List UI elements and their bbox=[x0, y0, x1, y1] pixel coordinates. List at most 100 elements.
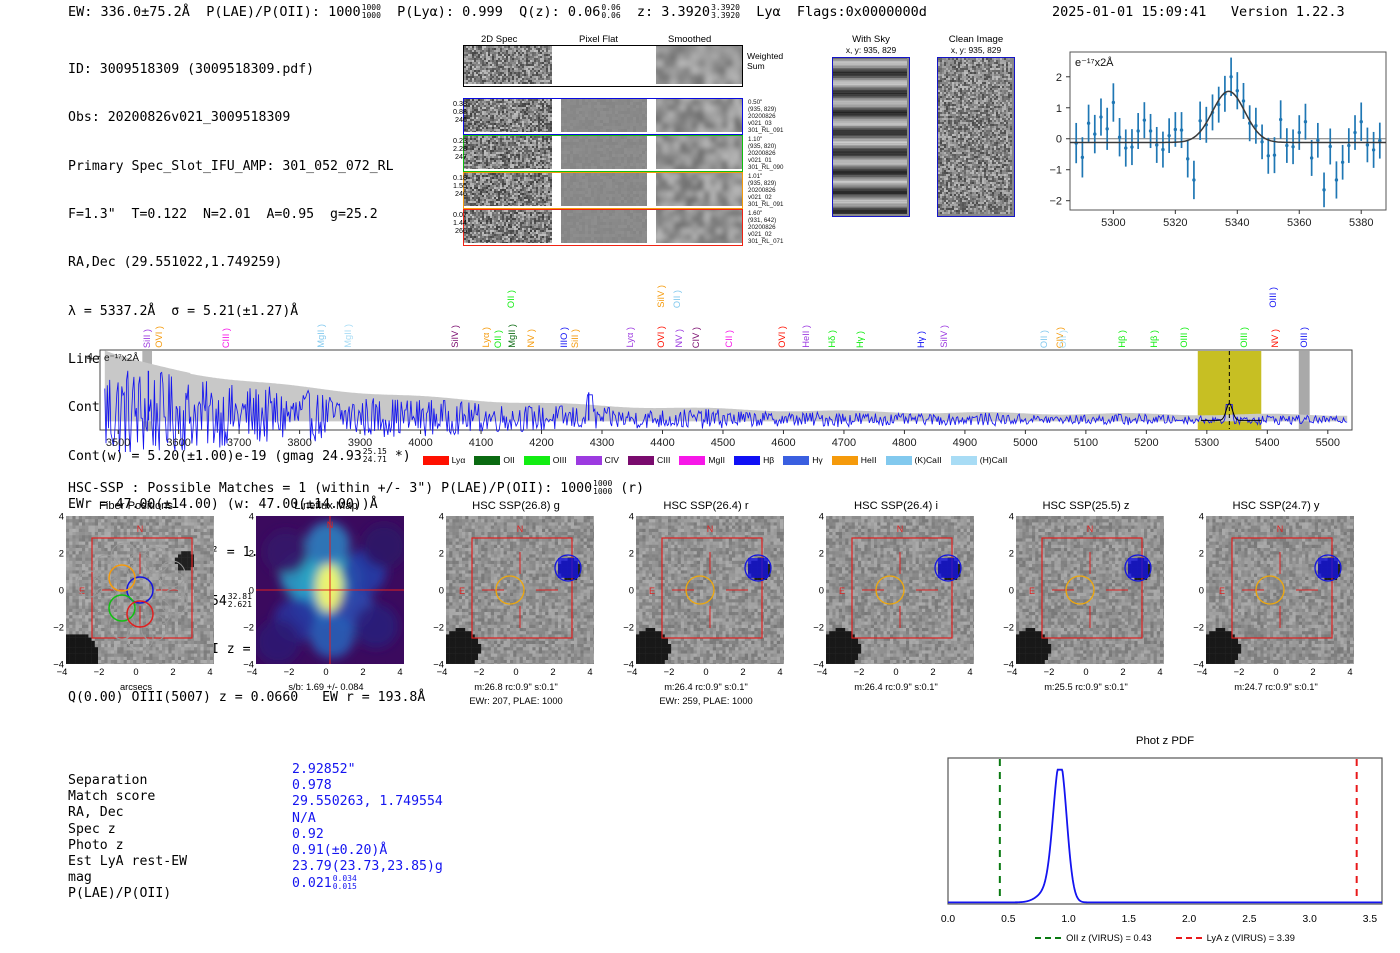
strip-gap bbox=[552, 99, 561, 134]
cutout-y-axis: −4 −2 0 2 4 bbox=[802, 511, 824, 670]
sky-panel-title: With Sky bbox=[825, 34, 917, 45]
legend-label: OIII bbox=[553, 455, 567, 465]
cutout-y-tick: −2 bbox=[243, 622, 254, 633]
match-detail-key: Match score bbox=[68, 789, 292, 805]
strip-gap bbox=[647, 173, 656, 208]
cutout-x-tick: 4 bbox=[1157, 666, 1162, 677]
cutout-y-tick: 4 bbox=[249, 511, 254, 522]
match-detail-value: 23.79(23.73,23.85)g bbox=[292, 859, 443, 875]
montage-title-2dspec: 2D Spec bbox=[481, 34, 517, 45]
header-z-range: 3.3920 3.3920 bbox=[711, 4, 740, 20]
match-detail-value: 0.021 0.034 0.015 bbox=[292, 875, 357, 892]
match-detail-value: 0.92 bbox=[292, 827, 324, 843]
fiber-stats-label: 0.18 1.55 246 bbox=[453, 173, 467, 199]
cutout-x-tick: 0 bbox=[323, 666, 328, 677]
phot-z-x-tick: 2.5 bbox=[1242, 914, 1256, 925]
cutout-y-axis: −4 −2 0 2 4 bbox=[992, 511, 1014, 670]
fiber-stats-label: 0.23 2.28 247 bbox=[453, 136, 467, 162]
cutout-y-tick: 4 bbox=[629, 511, 634, 522]
cutout-x-tick: −4 bbox=[1197, 666, 1208, 677]
legend-color-swatch bbox=[734, 455, 761, 465]
emission-line-label: OII ) bbox=[672, 290, 682, 308]
cutout-panel[interactable]: HSC SSP(26.4) r N E −4 −2 0 2 4 −4 −2 0 2 4 m:26.4 rc… bbox=[616, 500, 796, 732]
emission-line-label: Hγ ) bbox=[855, 331, 865, 348]
emission-line-label: HeII ) bbox=[801, 325, 811, 348]
legend-label: (H)CaII bbox=[980, 455, 1008, 465]
cutout-x-tick: 4 bbox=[1347, 666, 1352, 677]
match-detail-key: Photo z bbox=[68, 838, 292, 854]
timestamp: 2025-01-01 15:09:41 bbox=[1052, 4, 1206, 20]
spectrum-legend-item: OIII bbox=[523, 455, 567, 465]
cutout-x-tick: 4 bbox=[967, 666, 972, 677]
weighted-sum-pixelflat bbox=[552, 46, 656, 86]
cutout-panel[interactable]: Fiber Positions N E −4 −2 0 2 4 −4 −2 0 2 4 arcsecs bbox=[46, 500, 226, 732]
cutout-y-tick: 2 bbox=[629, 548, 634, 559]
cutout-panel[interactable]: HSC SSP(24.7) y N E −4 −2 0 2 4 −4 −2 0 2 4 m:24.7 rc… bbox=[1186, 500, 1366, 732]
legend-label: OII bbox=[503, 455, 514, 465]
sky-panel: Clean Image x, y: 935, 829 bbox=[930, 34, 1022, 217]
phot-z-title: Phot z PDF bbox=[934, 735, 1396, 752]
cutout-x-tick: −2 bbox=[284, 666, 295, 677]
match-detail-value: 0.978 bbox=[292, 778, 332, 794]
cutout-x-tick: 0 bbox=[513, 666, 518, 677]
cutout-x-tick: 4 bbox=[397, 666, 402, 677]
cutout-x-tick: 2 bbox=[360, 666, 365, 677]
emission-line-label: OVI ) bbox=[777, 326, 787, 348]
cutout-panel[interactable]: HSC SSP(26.8) g N E −4 −2 0 2 4 −4 −2 0 2 4 m:26.8 rc… bbox=[426, 500, 606, 732]
sky-panel-subtitle: x, y: 935, 829 bbox=[930, 45, 1022, 55]
cutout-x-tick: −2 bbox=[854, 666, 865, 677]
phot-z-plot-area bbox=[934, 752, 1396, 914]
cutout-x-tick: −4 bbox=[57, 666, 68, 677]
emission-line-label: NV ) bbox=[526, 329, 536, 348]
cutout-y-tick: 0 bbox=[1009, 585, 1014, 596]
cutout-x-tick: 0 bbox=[703, 666, 708, 677]
cutout-x-tick: −2 bbox=[664, 666, 675, 677]
emission-line-label: MgII ) bbox=[507, 324, 517, 348]
cutout-x-axis: −4 −2 0 2 4 bbox=[1197, 666, 1358, 680]
cutout-footer-line-1: arcsecs bbox=[46, 680, 226, 694]
fiber-pixelflat bbox=[561, 210, 648, 245]
fiber-smoothed bbox=[650, 204, 758, 258]
sky-clean-panels: With Sky x, y: 935, 829 Clean Image x, y: 9… bbox=[820, 34, 1020, 254]
match-detail-key: Est LyA rest-EW bbox=[68, 854, 292, 870]
cutout-image[interactable]: N bbox=[256, 516, 404, 664]
cutout-panel[interactable]: HSC SSP(25.5) z N E −4 −2 0 2 4 −4 −2 0 2 4 m:25.5 rc… bbox=[996, 500, 1176, 732]
strip-gap bbox=[647, 210, 656, 245]
header-plae-range: 1000 1000 bbox=[362, 4, 381, 20]
cutout-footer-line-2: EWr: 259, PLAE: 1000 bbox=[616, 694, 796, 708]
fiber-2dspec bbox=[464, 173, 552, 208]
legend-color-swatch bbox=[523, 455, 550, 465]
info-q-line: Q(0.00) OIII(5007) z = 0.0660 EW r = 193… bbox=[68, 690, 425, 706]
header-plae: P(LAE)/P(OII): 1000 bbox=[206, 4, 360, 20]
cutout-panel[interactable]: HSC SSP(26.4) i N E −4 −2 0 2 4 −4 −2 0 2 4 m:26.4 rc… bbox=[806, 500, 986, 732]
fiber-meta-label: 1.10" (935, 820) 20200826 v021_01 301_RL… bbox=[748, 136, 783, 171]
phot-z-legend-label: LyA z (VIRUS) = 3.39 bbox=[1207, 933, 1295, 943]
emission-line-label: OIII ) bbox=[1179, 327, 1189, 348]
cutout-x-tick: −4 bbox=[1007, 666, 1018, 677]
fiber-2dspec bbox=[464, 136, 552, 171]
header-timestamp-version: 2025-01-01 15:09:41 Version 1.22.3 bbox=[1052, 4, 1345, 20]
match-detail-key: P(LAE)/P(OII) bbox=[68, 886, 292, 902]
cutout-footer-line-1: m:26.4 rc:0.9" s:0.1" bbox=[616, 680, 796, 694]
header-qz-range: 0.06 0.06 bbox=[601, 4, 620, 20]
montage-weighted-sum-strip bbox=[463, 39, 761, 102]
phot-z-pdf-chart: Phot z PDF 0.0 0.5 1.0 1.5 2.0 2.5 3.0 3.5 OII … bbox=[934, 735, 1396, 947]
phot-z-x-tick: 1.5 bbox=[1122, 914, 1136, 925]
match-detail-row: Est LyA rest-EW 0.91(±0.20)Å bbox=[68, 843, 443, 870]
cutout-panel[interactable]: Lineflux Map N −4 −2 0 2 4 −4 −2 0 2 4 s/b: 1.69 +/-… bbox=[236, 500, 416, 732]
spectrum-legend-item: CIV bbox=[575, 455, 619, 465]
cutout-y-tick: −4 bbox=[623, 659, 634, 670]
twod-spec-montage: 2D Spec Pixel Flat Smoothed Weighted Sum… bbox=[453, 34, 783, 258]
match-detail-value: 2.92852" bbox=[292, 762, 356, 778]
match-plae-range: 0.034 0.015 bbox=[333, 875, 357, 891]
line-fit-chart: 5300 5320 5340 5360 5380 −2 −1 0 1 2 e⁻¹⁷x2Å bbox=[1028, 44, 1394, 240]
emission-line-label: MgII ) bbox=[316, 324, 326, 348]
legend-color-swatch bbox=[474, 455, 501, 465]
emission-line-label: OIII ) bbox=[1268, 287, 1278, 308]
